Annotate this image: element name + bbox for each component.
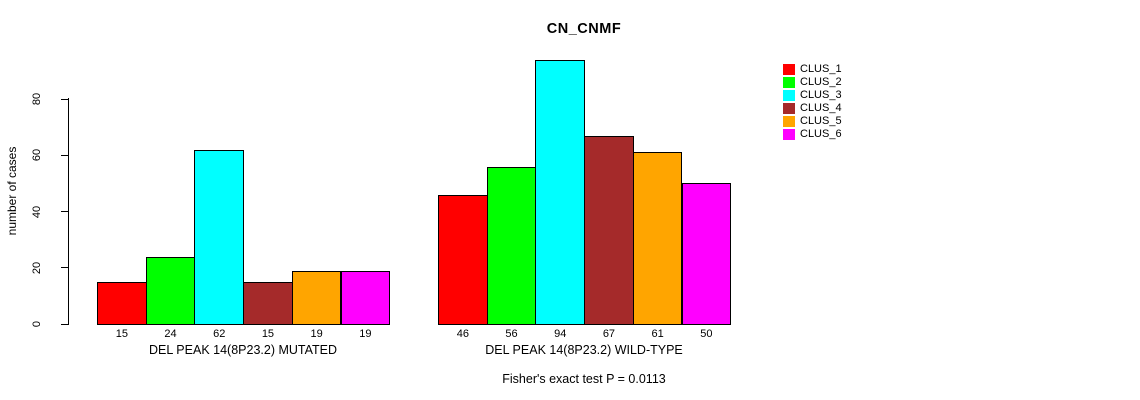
x-axis-group-label-mutated: DEL PEAK 14(8P23.2) MUTATED [148,343,338,357]
bar-value-label: 50 [700,328,713,340]
bar-clus_2 [486,166,537,325]
legend-swatch-icon [783,129,795,140]
bar-value-label: 46 [456,328,469,340]
chart-title: CN_CNMF [546,21,622,37]
bar-clus_3 [535,59,586,325]
y-tick-mark [61,323,68,325]
bar-clus_3 [194,149,245,325]
bar-value-label: 24 [164,328,177,340]
bar-value-label: 19 [359,328,372,340]
legend-label: CLUS_5 [800,115,842,127]
legend-swatch-icon [783,90,795,101]
legend-swatch-icon [783,116,795,127]
bar-clus_4 [243,281,293,325]
bar-value-label: 67 [602,328,616,340]
legend-entry-clus_3: CLUS_3 [783,89,842,102]
y-tick-mark [61,154,68,156]
bar-value-label: 61 [651,328,664,340]
legend-swatch-icon [783,77,795,88]
legend-label: CLUS_4 [800,102,842,114]
legend-label: CLUS_1 [800,63,842,75]
bar-clus_2 [145,256,196,325]
y-tick-mark [61,267,68,269]
bar-value-label: 56 [505,328,518,340]
legend: CLUS_1 CLUS_2 CLUS_3 CLUS_4 CLUS_5 CLUS_6 [783,63,842,141]
bar-value-label: 94 [554,328,567,340]
bar-value-label: 15 [115,328,128,340]
bar-clus_4 [584,135,634,325]
bar-value-label: 19 [310,328,323,340]
x-axis-group-label-wildtype: DEL PEAK 14(8P23.2) WILD-TYPE [485,343,683,357]
fisher-test-note: Fisher's exact test P = 0.0113 [502,372,666,386]
y-tick-mark [61,98,68,100]
legend-swatch-icon [783,103,795,114]
legend-entry-clus_4: CLUS_4 [783,102,842,115]
bar-clus_1 [438,194,488,325]
y-tick-label: 60 [31,149,43,162]
legend-swatch-icon [783,64,795,75]
legend-label: CLUS_2 [800,76,842,88]
y-tick-mark [61,211,68,212]
legend-entry-clus_2: CLUS_2 [783,76,842,89]
legend-label: CLUS_6 [800,128,842,140]
bar-clus_5 [291,270,342,325]
bar-value-label: 62 [213,328,226,340]
bar-clus_5 [632,152,683,325]
bar-clus_1 [97,281,147,325]
bar-clus_6 [340,270,391,325]
y-axis-line [68,98,69,325]
y-tick-label: 0 [31,320,43,328]
legend-entry-clus_1: CLUS_1 [783,63,842,76]
y-tick-label: 40 [31,205,43,218]
legend-entry-clus_6: CLUS_6 [783,128,842,141]
legend-label: CLUS_3 [800,89,842,101]
bar-clus_6 [681,183,732,325]
y-tick-label: 80 [31,92,43,106]
legend-entry-clus_5: CLUS_5 [783,115,842,128]
bar-value-label: 15 [261,328,275,340]
y-axis-label: number of cases [5,146,19,236]
y-tick-label: 20 [31,261,43,274]
